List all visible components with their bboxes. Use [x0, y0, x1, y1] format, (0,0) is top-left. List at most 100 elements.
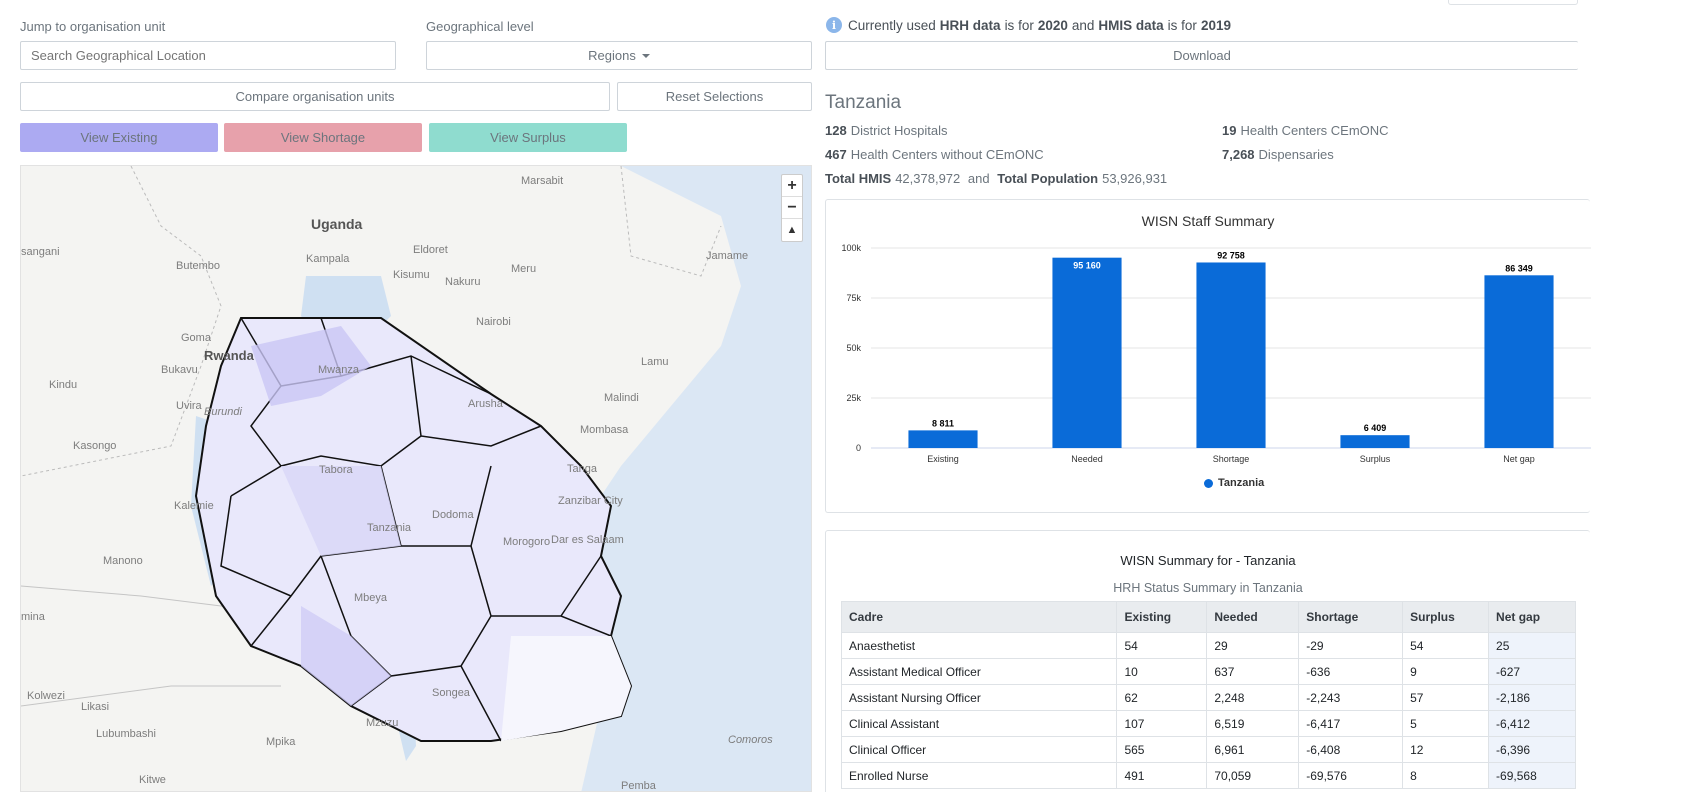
- x-tick-label: Shortage: [1213, 454, 1250, 464]
- map-place-label: Lubumbashi: [96, 728, 156, 740]
- cell-needed: 6,519: [1206, 710, 1300, 737]
- cell-cadre: Enrolled Nurse: [840, 762, 1118, 789]
- map-place-label: Uganda: [311, 216, 363, 232]
- col-header-surplus[interactable]: Surplus: [1402, 601, 1490, 633]
- bar-data-label: 95 160: [1073, 261, 1101, 271]
- chart-legend[interactable]: Tanzania: [1204, 477, 1264, 489]
- map-place-label: Kitwe: [139, 774, 166, 786]
- search-input[interactable]: [20, 41, 396, 70]
- cell-existing: 491: [1116, 762, 1208, 789]
- geo-level-dropdown[interactable]: Regions: [426, 41, 812, 70]
- col-header-shortage[interactable]: Shortage: [1298, 601, 1404, 633]
- map-place-label: Kindu: [49, 379, 78, 391]
- view-existing-button[interactable]: View Existing: [20, 123, 218, 152]
- search-label: Jump to organisation unit: [20, 19, 166, 34]
- reset-button[interactable]: Reset Selections: [617, 82, 812, 111]
- wisn-summary-table: Cadre Existing Needed Shortage Surplus N…: [840, 601, 1576, 789]
- map-place-label: Dar es Salaam: [551, 534, 624, 546]
- x-tick-label: Needed: [1071, 454, 1103, 464]
- chevron-down-icon: [641, 53, 650, 58]
- cell-needed: 29: [1206, 632, 1300, 659]
- cell-net-gap: -6,412: [1488, 710, 1576, 737]
- zoom-out-button[interactable]: −: [782, 197, 802, 219]
- table-row: Enrolled Nurse 491 70,059 -69,576 8 -69,…: [840, 762, 1576, 789]
- map-place-label: Mzuzu: [366, 717, 399, 729]
- table-row: Assistant Medical Officer 10 637 -636 9 …: [840, 658, 1576, 685]
- cell-existing: 54: [1116, 632, 1208, 659]
- map-place-label: Likasi: [81, 701, 110, 713]
- region-title: Tanzania: [825, 92, 902, 113]
- geo-level-selected: Regions: [588, 48, 636, 63]
- map-place-label: Meru: [511, 263, 537, 275]
- download-button[interactable]: Download: [825, 41, 1578, 70]
- map-place-label: Eldoret: [413, 244, 448, 256]
- cell-cadre: Clinical Officer: [840, 736, 1118, 763]
- info-hrh: HRH data: [939, 17, 1001, 33]
- map-canvas: [21, 166, 811, 791]
- bar-data-label: 86 349: [1505, 263, 1533, 273]
- cell-existing: 10: [1116, 658, 1208, 685]
- cell-net-gap: -627: [1488, 658, 1576, 685]
- cell-net-gap: 25: [1488, 632, 1576, 659]
- col-header-existing[interactable]: Existing: [1116, 601, 1208, 633]
- compare-button[interactable]: Compare organisation units: [20, 82, 610, 111]
- map-place-label: Morogoro: [503, 536, 551, 548]
- map-place-label: Marsabit: [521, 175, 564, 187]
- col-header-cadre[interactable]: Cadre: [840, 601, 1118, 633]
- cell-needed: 637: [1206, 658, 1300, 685]
- col-header-net-gap[interactable]: Net gap: [1488, 601, 1576, 633]
- cell-surplus: 8: [1402, 762, 1490, 789]
- view-surplus-button[interactable]: View Surplus: [429, 123, 627, 152]
- top-right-tab[interactable]: [1448, 0, 1578, 5]
- map-place-label: Kampala: [306, 253, 350, 265]
- stat-hc-cemonc: 19 Health Centers CEmONC: [1222, 123, 1389, 138]
- reset-north-button[interactable]: ▲: [786, 224, 798, 236]
- map-place-label: Rwanda: [204, 348, 254, 363]
- wisn-bar-chart: 0 25k 50k 75k 100k 8 811 Existing 95 160 Needed 9…: [841, 243, 1591, 464]
- col-header-needed[interactable]: Needed: [1206, 601, 1300, 633]
- map-zoom-controls: + − ▲: [781, 174, 803, 242]
- cell-cadre: Clinical Assistant: [840, 710, 1118, 737]
- map-place-label: Burundi: [204, 406, 242, 418]
- info-is-for: is for: [1004, 17, 1034, 33]
- stat-district-hospitals: 128 District Hospitals: [825, 123, 948, 138]
- map-place-label: Nairobi: [476, 316, 511, 328]
- map-place-label: Mpika: [266, 736, 296, 748]
- wisn-chart-panel: WISN Staff Summary 0 25k 50k 75k 100k 8 811 Ex…: [825, 199, 1591, 513]
- map-place-label: Tabora: [319, 464, 353, 476]
- stat-totals: Total HMIS 42,378,972 and Total Populatio…: [825, 171, 1168, 186]
- map-place-label: Tanzania: [367, 522, 412, 534]
- map-place-label: sangani: [21, 246, 60, 258]
- view-shortage-button[interactable]: View Shortage: [224, 123, 422, 152]
- stat-dispensaries: 7,268 Dispensaries: [1222, 147, 1334, 162]
- map-place-label: Kasongo: [73, 440, 117, 452]
- cell-existing: 565: [1116, 736, 1208, 763]
- cell-shortage: -636: [1298, 658, 1404, 685]
- map-place-label: Uvira: [176, 400, 202, 412]
- map-place-label: Kolwezi: [27, 690, 65, 702]
- cell-cadre: Assistant Nursing Officer: [840, 684, 1118, 711]
- table-row: Anaesthetist 54 29 -29 54 25: [840, 632, 1576, 659]
- y-tick-label: 100k: [841, 243, 861, 253]
- table-title: WISN Summary for - Tanzania: [1120, 553, 1296, 568]
- region-map[interactable]: Marsabit Uganda sangani Butembo Eldoret …: [20, 165, 812, 792]
- map-place-label: Dodoma: [432, 509, 474, 521]
- cell-surplus: 5: [1402, 710, 1490, 737]
- map-place-label: Butembo: [176, 260, 221, 272]
- y-tick-label: 25k: [846, 393, 861, 403]
- table-header-row: Cadre Existing Needed Shortage Surplus N…: [840, 601, 1576, 633]
- cell-shortage: -6,417: [1298, 710, 1404, 737]
- cell-needed: 2,248: [1206, 684, 1300, 711]
- cell-cadre: Assistant Medical Officer: [840, 658, 1118, 685]
- zoom-in-button[interactable]: +: [782, 175, 802, 197]
- chart-bar: [1052, 257, 1122, 448]
- geo-level-label: Geographical level: [426, 19, 534, 34]
- cell-shortage: -69,576: [1298, 762, 1404, 789]
- cell-cadre: Anaesthetist: [840, 632, 1118, 659]
- table-subtitle: HRH Status Summary in Tanzania: [1113, 581, 1303, 595]
- cell-shortage: -2,243: [1298, 684, 1404, 711]
- cell-surplus: 9: [1402, 658, 1490, 685]
- map-place-label: Mbeya: [354, 592, 388, 604]
- bar-data-label: 8 811: [932, 418, 954, 428]
- map-place-label: Tanga: [567, 463, 597, 475]
